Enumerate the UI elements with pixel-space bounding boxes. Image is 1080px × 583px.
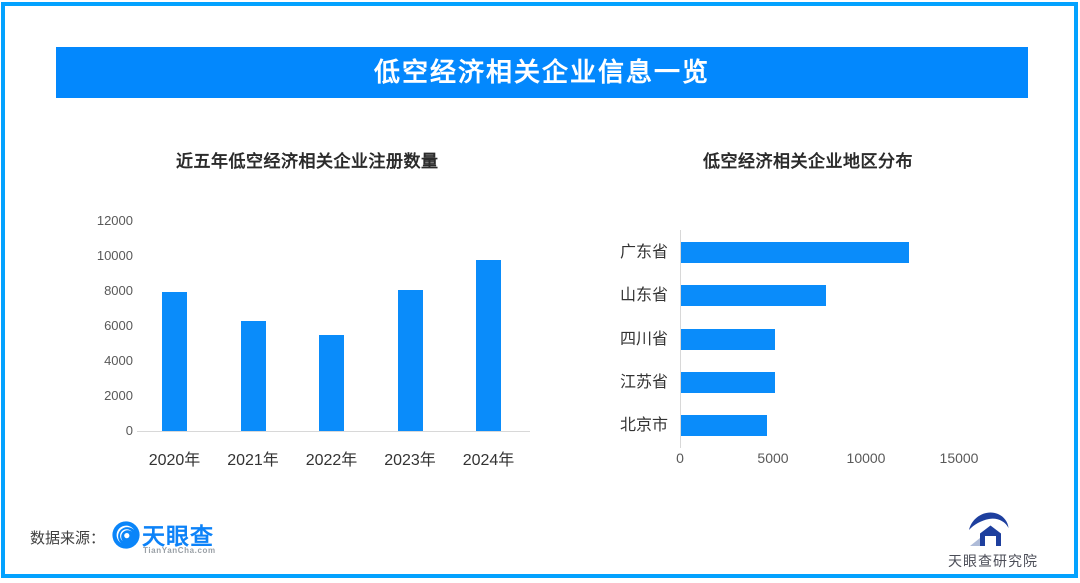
category-label: 四川省 [619,330,668,348]
category-label: 山东省 [619,286,668,304]
tianyancha-institute-icon [966,508,1012,555]
category-label: 广东省 [619,243,668,261]
x-axis-category-label: 2020年 [148,452,201,469]
y-axis-tick-label: 2000 [104,388,133,403]
x-axis-tick-label: 5000 [757,450,789,466]
bar-2023年 [397,290,423,431]
tianyancha-eye-icon [112,521,140,554]
x-axis-category-label: 2024年 [462,452,515,469]
y-axis-tick-label: 4000 [104,353,133,368]
org-name: 天眼查研究院 [948,553,1038,569]
y-axis-tick-label: 10000 [96,248,133,263]
x-axis-category-label: 2021年 [227,452,279,469]
left-chart-x-axis-line [137,431,530,432]
category-label: 江苏省 [619,373,668,391]
bar-江苏省 [681,372,775,393]
y-axis-tick-label: 0 [125,423,133,438]
brand-domain: TianYanCha.com [143,546,216,555]
y-axis-tick-label: 12000 [96,213,133,228]
bar-2024年 [476,260,501,431]
right-chart-y-axis-line [680,230,681,448]
category-label: 北京市 [619,416,668,434]
page-title: 低空经济相关企业信息一览 [373,57,710,87]
x-axis-tick-label: 15000 [939,450,979,466]
y-axis-tick-label: 6000 [104,318,133,333]
brand-name: 天眼查 [142,523,214,549]
bar-山东省 [681,285,826,306]
x-axis-tick-label: 0 [676,450,684,466]
x-axis-tick-label: 10000 [846,450,886,466]
bar-2022年 [319,335,344,431]
bar-北京市 [681,415,767,436]
x-axis-category-label: 2022年 [305,452,358,469]
x-axis-category-label: 2023年 [384,452,436,469]
bar-2020年 [162,292,187,431]
page-title-banner: 低空经济相关企业信息一览 [56,47,1028,98]
bar-2021年 [240,321,266,431]
bar-四川省 [681,329,775,350]
right-chart-title: 低空经济相关企业地区分布 [703,152,913,171]
bar-广东省 [681,242,909,263]
y-axis-tick-label: 8000 [104,283,133,298]
left-chart-title: 近五年低空经济相关企业注册数量 [176,152,439,171]
data-source-label: 数据来源： [30,530,106,547]
